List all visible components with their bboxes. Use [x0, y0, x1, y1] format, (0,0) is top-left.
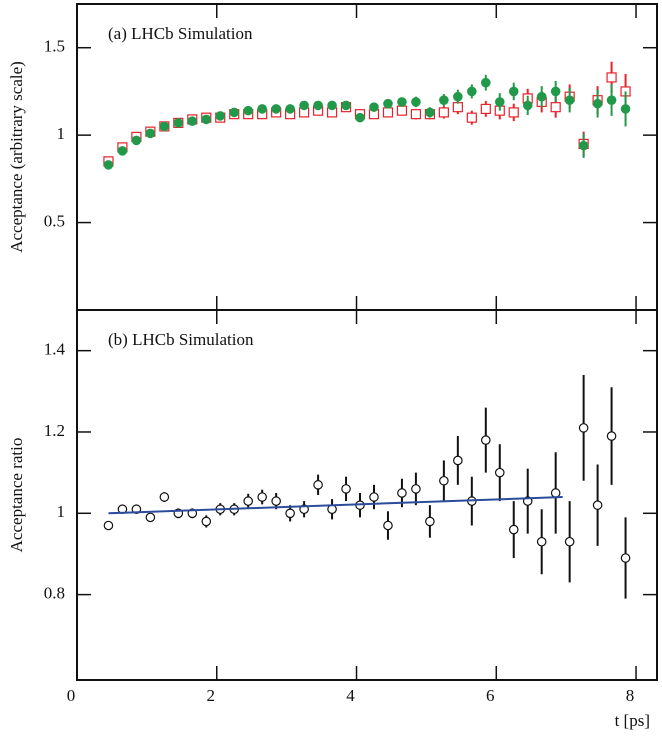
panel-title: (b) LHCb Simulation — [108, 330, 254, 349]
y-tick-label: 1 — [57, 124, 66, 143]
marker — [201, 114, 212, 125]
marker — [578, 140, 589, 151]
marker — [131, 135, 142, 146]
marker — [508, 107, 519, 118]
x-axis-label: t [ps] — [615, 711, 650, 730]
plot-frame — [76, 309, 658, 681]
marker — [285, 104, 295, 114]
marker — [439, 95, 449, 105]
x-tick-label: 6 — [486, 686, 495, 705]
marker — [494, 467, 505, 478]
marker — [550, 488, 561, 498]
x-tick-label: 2 — [207, 686, 216, 705]
y-axis-label: Acceptance (arbitrary scale) — [7, 61, 26, 253]
marker — [411, 97, 421, 107]
marker — [313, 100, 323, 111]
marker — [452, 102, 463, 113]
marker — [606, 95, 617, 105]
marker — [383, 520, 393, 531]
y-axis-label: Acceptance ratio — [7, 438, 26, 553]
marker — [396, 105, 408, 116]
marker — [341, 100, 351, 111]
marker — [480, 77, 491, 88]
marker — [159, 121, 170, 132]
marker — [592, 500, 603, 510]
y-tick-label: 0.5 — [44, 211, 65, 230]
y-tick-label: 1.4 — [44, 340, 66, 359]
y-tick-label: 0.8 — [44, 584, 65, 603]
marker — [606, 431, 617, 441]
x-tick-label: 4 — [346, 686, 355, 705]
marker — [411, 484, 421, 494]
marker — [369, 492, 379, 502]
x-tick-label: 0 — [67, 686, 76, 705]
marker — [467, 86, 477, 97]
marker — [271, 104, 281, 114]
marker — [438, 107, 449, 118]
marker — [578, 423, 589, 433]
marker — [229, 107, 240, 118]
marker — [341, 484, 351, 494]
marker — [425, 516, 435, 527]
marker — [327, 100, 337, 111]
marker — [410, 109, 422, 120]
marker — [564, 536, 575, 547]
marker — [439, 475, 449, 486]
marker — [397, 97, 407, 107]
marker — [592, 98, 603, 109]
marker — [299, 100, 309, 111]
marker — [453, 455, 463, 466]
plot-frame — [76, 3, 658, 311]
marker — [480, 103, 491, 115]
marker — [620, 553, 631, 563]
marker — [257, 104, 267, 114]
marker — [466, 112, 477, 123]
marker — [453, 91, 463, 102]
x-tick-label: 8 — [626, 686, 635, 705]
marker — [285, 508, 295, 519]
marker — [550, 86, 561, 97]
marker — [494, 97, 505, 107]
marker — [508, 86, 519, 97]
marker — [271, 496, 281, 506]
y-tick-label: 1.5 — [44, 37, 65, 56]
marker — [103, 160, 114, 170]
marker — [243, 496, 254, 506]
marker — [383, 98, 393, 109]
marker — [425, 107, 435, 118]
marker — [201, 516, 212, 527]
marker — [173, 118, 184, 128]
marker — [145, 512, 156, 523]
marker — [145, 128, 156, 139]
marker — [397, 488, 407, 498]
marker — [117, 146, 128, 156]
marker — [536, 536, 547, 547]
fit-line — [108, 496, 563, 515]
marker — [243, 105, 254, 116]
panel-title: (a) LHCb Simulation — [108, 24, 253, 43]
marker — [480, 435, 491, 445]
marker — [187, 116, 198, 126]
marker — [159, 492, 170, 502]
marker — [550, 102, 561, 113]
marker — [620, 104, 631, 114]
marker — [508, 524, 519, 535]
y-tick-label: 1.2 — [44, 421, 65, 440]
marker — [536, 91, 547, 102]
y-tick-label: 1 — [57, 502, 66, 521]
marker — [355, 112, 365, 123]
marker — [103, 520, 114, 531]
marker — [606, 72, 617, 83]
marker — [564, 95, 575, 105]
marker — [215, 111, 226, 121]
marker — [313, 480, 323, 490]
marker — [522, 100, 533, 111]
marker — [369, 102, 379, 112]
marker — [257, 492, 267, 502]
marker — [382, 107, 394, 118]
